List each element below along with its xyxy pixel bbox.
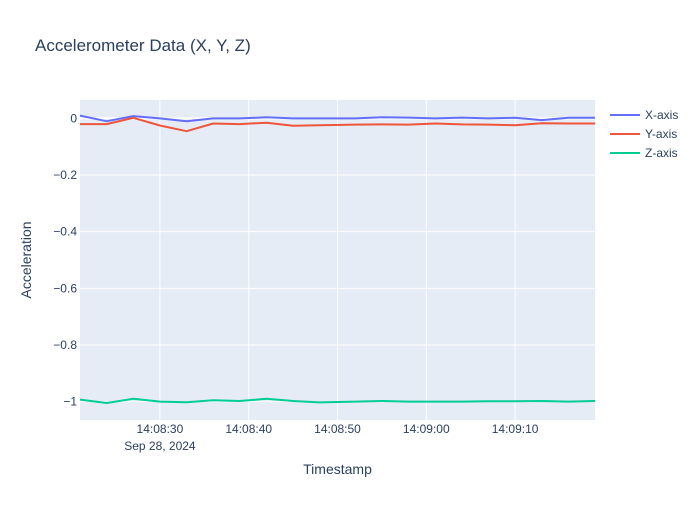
legend-item-z-axis[interactable]: Z-axis [610,146,678,160]
legend-item-x-axis[interactable]: X-axis [610,108,678,122]
legend-label: X-axis [645,108,678,122]
y-axis-title: Acceleration [18,221,34,298]
series-line-y-axis [80,116,595,133]
legend-label: Z-axis [645,146,678,160]
legend[interactable]: X-axis Y-axis Z-axis [610,108,678,160]
series-line-z-axis [79,397,596,404]
legend-item-y-axis[interactable]: Y-axis [610,127,677,141]
x-tick-label: 14:09:10 [492,422,539,436]
x-tick-label: 14:08:40 [225,422,272,436]
y-tick-label: −0.4 [53,225,77,239]
y-tick-labels: 0 −0.2 −0.4 −0.6 −0.8 −1 [53,111,77,408]
y-tick-label: −0.8 [53,338,77,352]
series-lines [79,114,596,404]
series-line-x-axis [79,114,595,123]
x-tick-label: 14:09:00 [403,422,450,436]
x-tick-label: 14:08:50 [314,422,361,436]
y-tick-label: −0.2 [53,168,77,182]
x-gridlines [159,100,516,420]
x-tick-sublabel: Sep 28, 2024 [124,439,196,453]
x-tick-label: 14:08:30 [137,422,184,436]
y-tick-label: 0 [70,111,77,125]
legend-label: Y-axis [645,127,677,141]
x-tick-labels: 14:08:30 Sep 28, 2024 14:08:40 14:08:50 14:0… [124,422,539,453]
chart-title: Accelerometer Data (X, Y, Z) [35,36,251,55]
y-tick-label: −0.6 [53,281,77,295]
x-axis-title: Timestamp [303,461,372,477]
y-tick-label: −1 [63,395,77,409]
